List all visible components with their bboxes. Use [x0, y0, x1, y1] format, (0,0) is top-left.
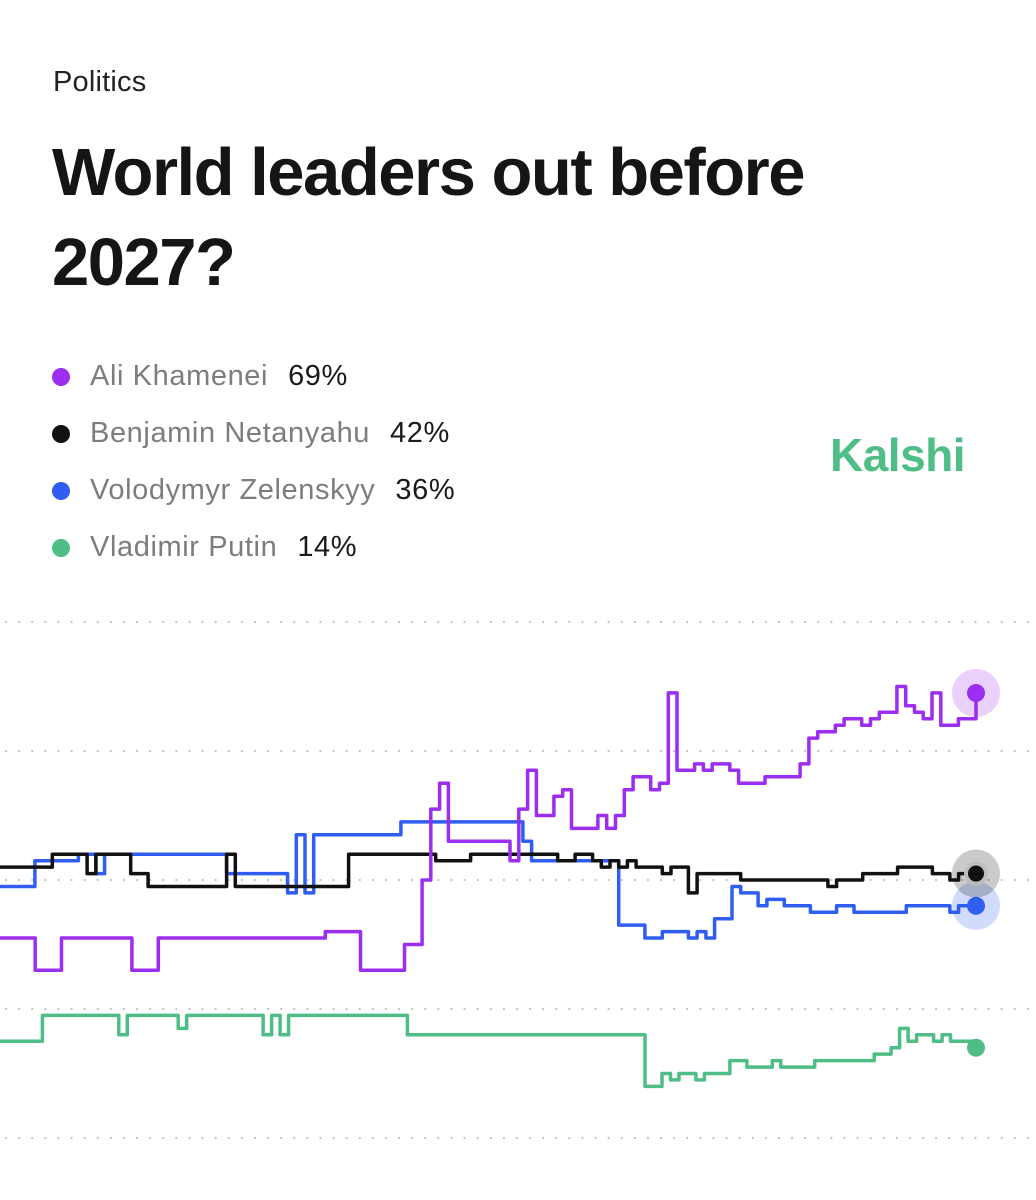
legend-item-netanyahu: Benjamin Netanyahu 42%: [52, 405, 455, 462]
chart-grid: [4, 620, 1032, 1140]
line-chart: [0, 620, 1032, 1140]
series-line-ali-khamenei: [0, 684, 978, 973]
legend: Ali Khamenei 69% Benjamin Netanyahu 42% …: [52, 348, 455, 576]
endpoint-dot: [967, 1038, 985, 1057]
kalshi-logo: Kalshi: [830, 429, 966, 481]
legend-item-putin: Vladimir Putin 14%: [52, 519, 455, 576]
endpoint-dot: [964, 861, 988, 886]
legend-item-khamenei: Ali Khamenei 69%: [52, 348, 455, 405]
legend-dot-icon: [52, 538, 70, 557]
legend-value: 14%: [297, 531, 358, 563]
chart-lines: [0, 684, 978, 1089]
series-line-volodymyr-zelenskyy: [0, 820, 976, 940]
endpoint-dot: [967, 683, 985, 702]
page-title: World leaders out before 2027?: [52, 135, 806, 300]
legend-dot-icon: [52, 481, 70, 500]
legend-name: Ali Khamenei: [90, 360, 269, 392]
endpoint-dot: [967, 896, 985, 915]
chart-endpoints: [952, 668, 1000, 1057]
legend-value: 36%: [395, 474, 456, 506]
category-label: Politics: [53, 66, 147, 98]
series-line-vladimir-putin: [0, 1013, 978, 1089]
legend-value: 42%: [390, 417, 450, 449]
legend-name: Vladimir Putin: [90, 531, 278, 563]
legend-name: Benjamin Netanyahu: [90, 417, 371, 449]
legend-name: Volodymyr Zelenskyy: [90, 474, 376, 506]
series-line-benjamin-netanyahu: [0, 852, 976, 895]
legend-dot-icon: [52, 424, 70, 443]
legend-item-zelenskyy: Volodymyr Zelenskyy 36%: [52, 462, 455, 519]
legend-dot-icon: [52, 367, 70, 386]
legend-value: 69%: [288, 360, 348, 392]
